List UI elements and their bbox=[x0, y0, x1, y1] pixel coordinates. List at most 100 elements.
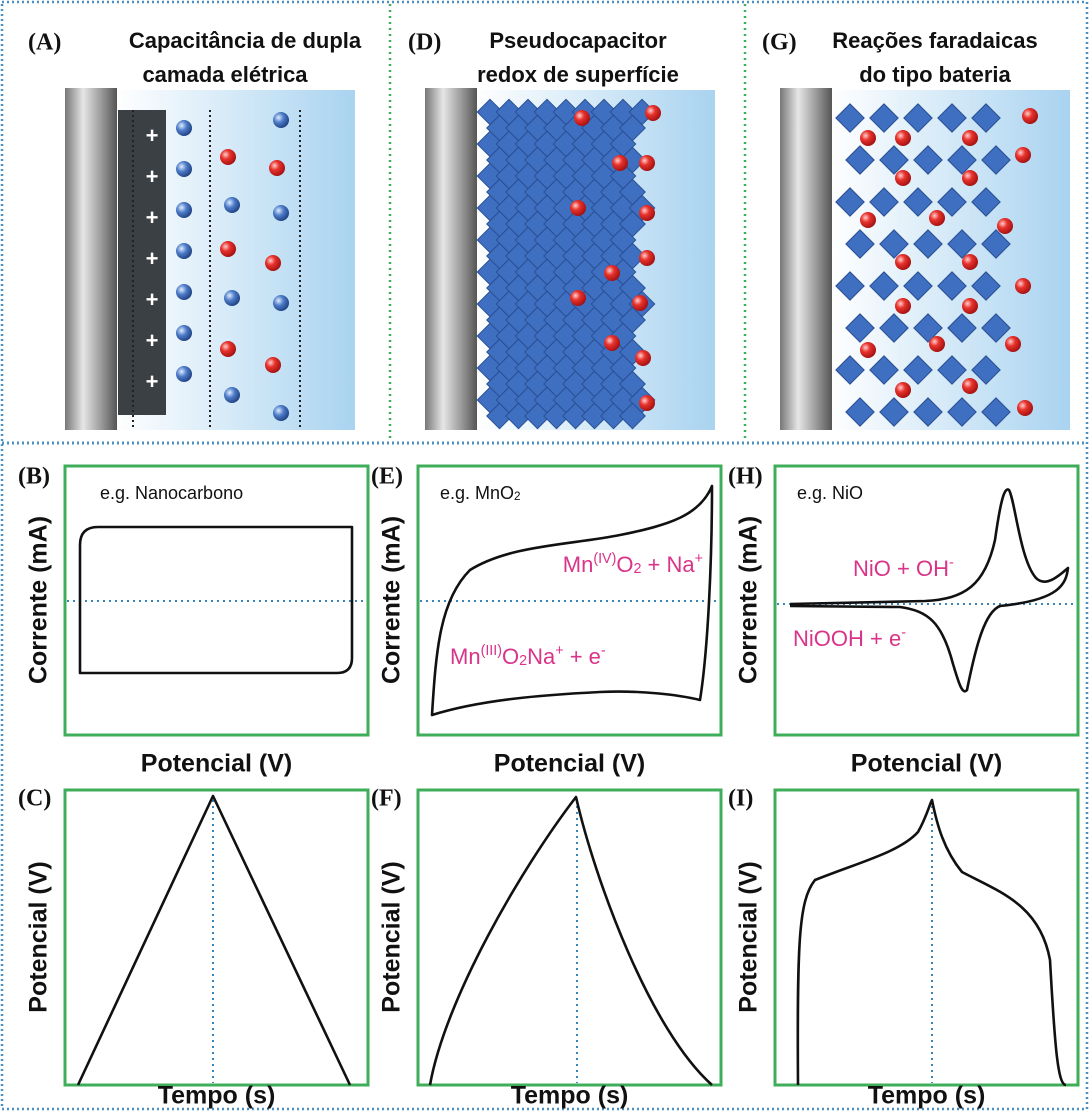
panel-label: (F) bbox=[371, 786, 402, 812]
figure: +++++++ (A)Capacitância de duplacamada e… bbox=[0, 0, 1089, 1111]
cation bbox=[570, 200, 586, 216]
cation bbox=[929, 210, 945, 226]
y-axis-label: Corrente (mA) bbox=[25, 516, 53, 684]
anion bbox=[176, 366, 192, 382]
superscript: (III) bbox=[481, 643, 502, 659]
text-run: Na bbox=[527, 644, 556, 669]
x-axis-label: Tempo (s) bbox=[868, 1082, 986, 1110]
anion bbox=[273, 295, 289, 311]
cation bbox=[604, 265, 620, 281]
y-axis-label: Potencial (V) bbox=[378, 861, 406, 1012]
cation bbox=[997, 218, 1013, 234]
y-axis-label: Potencial (V) bbox=[25, 861, 53, 1012]
cation bbox=[639, 155, 655, 171]
text-run: e.g. NiO bbox=[797, 483, 863, 503]
cation bbox=[929, 336, 945, 352]
panel-label: (B) bbox=[18, 464, 50, 490]
anion bbox=[224, 197, 240, 213]
anion bbox=[273, 405, 289, 421]
cation bbox=[265, 255, 281, 271]
cation bbox=[895, 130, 911, 146]
cation bbox=[570, 290, 586, 306]
text-run: O bbox=[502, 644, 519, 669]
current-collector bbox=[65, 88, 117, 430]
cation bbox=[895, 382, 911, 398]
illustrations: +++++++ bbox=[65, 88, 1070, 430]
cation bbox=[1022, 108, 1038, 124]
panel-title: do tipo bateria bbox=[859, 62, 1011, 87]
anion bbox=[224, 387, 240, 403]
panel-title: Reações faradaicas bbox=[832, 28, 1037, 53]
panel-label: (C) bbox=[18, 786, 51, 812]
text-run: Mn bbox=[563, 552, 594, 577]
reaction-label: Mn(III)O2Na+ + e- bbox=[450, 643, 606, 669]
panel-title: Pseudocapacitor bbox=[489, 28, 667, 53]
cation bbox=[860, 212, 876, 228]
panel-label: (E) bbox=[371, 464, 403, 490]
plus-sign: + bbox=[146, 123, 159, 148]
current-collector bbox=[780, 88, 832, 430]
cation bbox=[1017, 400, 1033, 416]
text-run: e.g. Nanocarbono bbox=[100, 483, 243, 503]
reaction-label: NiO + OH- bbox=[853, 555, 954, 580]
panel-label: (H) bbox=[728, 464, 763, 490]
example-material: e.g. Nanocarbono bbox=[100, 483, 243, 503]
example-material: e.g. NiO bbox=[797, 483, 863, 503]
cation bbox=[1015, 278, 1031, 294]
plus-sign: + bbox=[146, 369, 159, 394]
cation bbox=[895, 254, 911, 270]
cation bbox=[574, 110, 590, 126]
y-axis-label: Corrente (mA) bbox=[735, 516, 763, 684]
cation bbox=[895, 298, 911, 314]
panel-label: (G) bbox=[762, 30, 797, 56]
anion bbox=[176, 120, 192, 136]
cation bbox=[962, 298, 978, 314]
charged-plate bbox=[118, 110, 166, 415]
current-collector bbox=[425, 88, 477, 430]
cation bbox=[639, 205, 655, 221]
plot-frame bbox=[775, 790, 1078, 1085]
cation bbox=[962, 254, 978, 270]
cation bbox=[860, 342, 876, 358]
superscript: - bbox=[949, 555, 954, 571]
reaction-label: NiOOH + e- bbox=[793, 625, 906, 650]
plus-sign: + bbox=[146, 246, 159, 271]
superscript: (IV) bbox=[593, 551, 616, 567]
anion bbox=[176, 284, 192, 300]
x-axis-label: Potencial (V) bbox=[141, 750, 292, 778]
panel-label: (I) bbox=[728, 786, 753, 812]
cation bbox=[1015, 147, 1031, 163]
cation bbox=[220, 241, 236, 257]
panel-title: Capacitância de dupla bbox=[129, 28, 362, 53]
superscript: - bbox=[601, 643, 606, 659]
reaction-label: Mn(IV)O2 + Na+ bbox=[563, 551, 703, 577]
subscript: 2 bbox=[514, 490, 521, 503]
cation bbox=[895, 170, 911, 186]
subscript: 2 bbox=[633, 561, 641, 577]
x-axis-label: Tempo (s) bbox=[511, 1082, 629, 1110]
anion bbox=[176, 161, 192, 177]
superscript: + bbox=[695, 551, 703, 567]
anion bbox=[273, 205, 289, 221]
y-axis-label: Corrente (mA) bbox=[378, 516, 406, 684]
cation bbox=[639, 250, 655, 266]
plus-sign: + bbox=[146, 287, 159, 312]
cation bbox=[1005, 336, 1021, 352]
example-material: e.g. MnO2 bbox=[440, 483, 521, 503]
superscript: - bbox=[901, 625, 906, 641]
text-run: Mn bbox=[450, 644, 481, 669]
cation bbox=[645, 105, 661, 121]
panel-title: camada elétrica bbox=[142, 62, 308, 87]
text-run: + e bbox=[564, 644, 601, 669]
text-run: + Na bbox=[641, 552, 695, 577]
cation bbox=[635, 350, 651, 366]
cation bbox=[604, 335, 620, 351]
plus-sign: + bbox=[146, 205, 159, 230]
cation bbox=[269, 160, 285, 176]
anion bbox=[176, 325, 192, 341]
cation bbox=[265, 357, 281, 373]
x-axis-label: Tempo (s) bbox=[158, 1082, 276, 1110]
panel-title: redox de superfície bbox=[477, 62, 679, 87]
x-axis-label: Potencial (V) bbox=[494, 750, 645, 778]
plus-sign: + bbox=[146, 328, 159, 353]
